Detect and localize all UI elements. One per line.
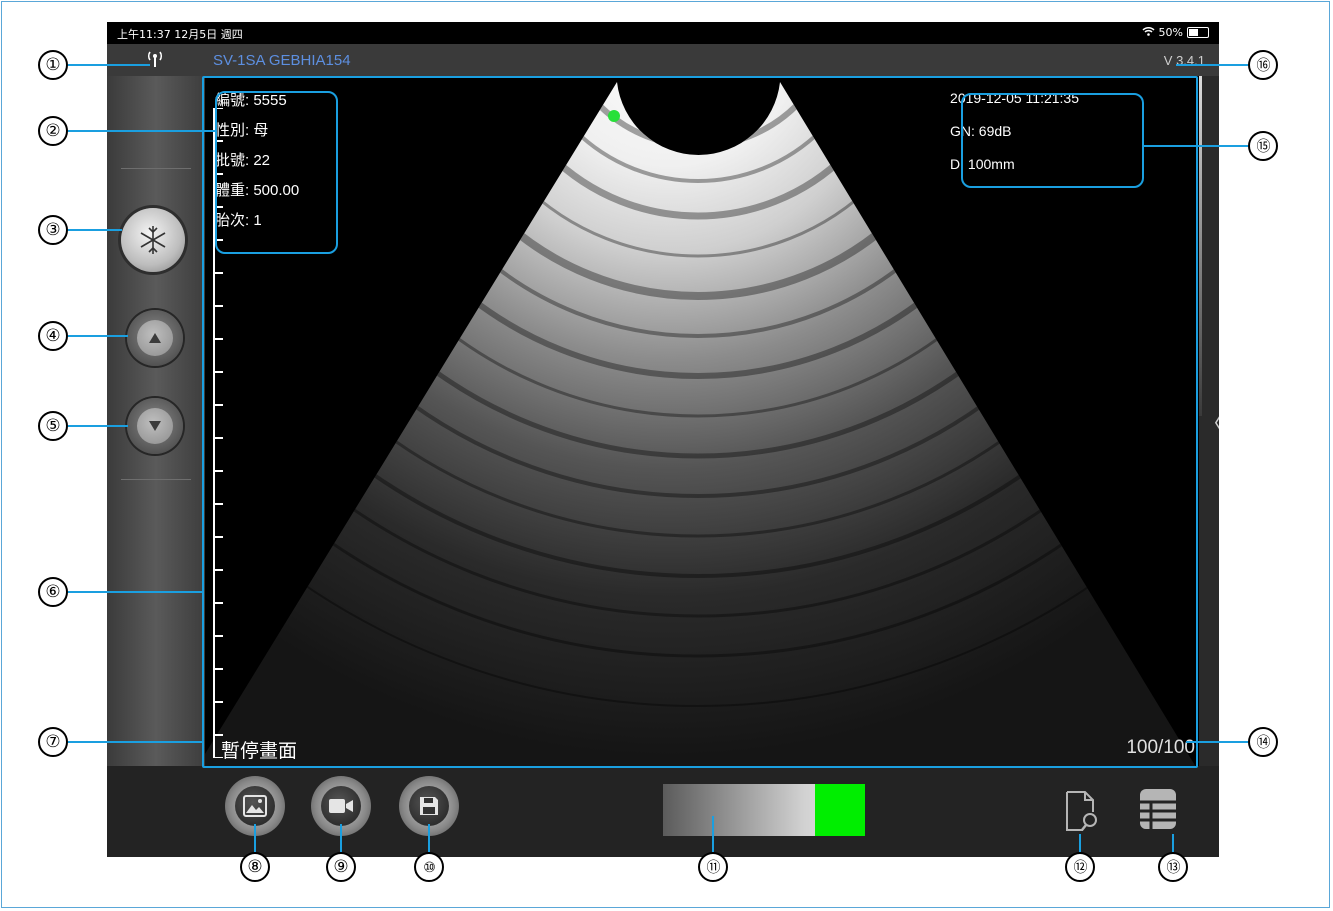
chevron-left-icon[interactable]: 〈: [1202, 406, 1219, 438]
table-icon[interactable]: [1139, 788, 1177, 830]
patient-weight: 體重: 500.00: [215, 182, 300, 199]
right-edge-panel: 〈: [1199, 76, 1219, 766]
gray-scale-bar: [663, 784, 865, 836]
callout-11: ⑪: [698, 852, 728, 882]
paused-label: 暫停畫面: [221, 740, 298, 762]
battery-percent: 50%: [1158, 26, 1183, 39]
image-icon: [243, 795, 267, 817]
callout-3: ③: [38, 215, 68, 245]
leader-line: [68, 64, 150, 66]
scroll-indicator: [1199, 76, 1202, 416]
leader-line: [68, 229, 122, 231]
device-name[interactable]: SV-1SA GEBHIA154: [213, 52, 351, 69]
callout-14: ⑭: [1248, 727, 1278, 757]
file-search-icon[interactable]: [1065, 790, 1099, 832]
callout-16: ⑯: [1248, 50, 1278, 80]
photo-gallery-button[interactable]: [225, 776, 285, 836]
patient-sex: 性別: 母: [215, 122, 269, 139]
divider: [121, 479, 191, 480]
triangle-down-icon: [149, 421, 161, 431]
patient-info: 編號: 5555 性別: 母 批號: 22 體重: 500.00 胎次: 1: [215, 86, 299, 236]
save-icon: [420, 797, 438, 815]
wifi-icon: [1142, 26, 1155, 39]
depth-ruler: [213, 108, 223, 758]
app-screen: 上午11:37 12月5日 週四 50% SV-1SA GEBHIA154 V …: [107, 22, 1219, 857]
divider: [121, 168, 191, 169]
leader-line: [68, 335, 128, 337]
callout-10: ⑩: [414, 852, 444, 882]
title-bar: SV-1SA GEBHIA154 V 3.4.1: [107, 44, 1219, 76]
patient-id: 編號: 5555: [215, 92, 287, 109]
leader-line: [1144, 145, 1248, 147]
freeze-button[interactable]: [121, 208, 185, 272]
snowflake-icon: [140, 226, 166, 254]
probe-orientation-dot: [608, 110, 620, 122]
video-icon: [329, 799, 353, 813]
leader-line: [254, 824, 256, 852]
leader-line: [340, 824, 342, 852]
callout-1: ①: [38, 50, 68, 80]
leader-line: [68, 130, 216, 132]
ultrasound-image-area[interactable]: 編號: 5555 性別: 母 批號: 22 體重: 500.00 胎次: 1 2…: [205, 76, 1199, 766]
triangle-up-icon: [149, 333, 161, 343]
callout-13: ⑬: [1158, 852, 1188, 882]
ultrasound-sector-image: [205, 82, 1199, 766]
leader-line: [1079, 834, 1081, 852]
scan-depth: D: 100mm: [950, 156, 1015, 172]
leader-line: [1186, 741, 1248, 743]
gain-up-button[interactable]: [127, 310, 183, 366]
status-bar: 上午11:37 12月5日 週四 50%: [107, 22, 1219, 44]
bottom-toolbar: [107, 766, 1219, 857]
battery-icon: [1187, 27, 1209, 38]
leader-line: [712, 816, 714, 852]
save-button[interactable]: [399, 776, 459, 836]
callout-4: ④: [38, 321, 68, 351]
antenna-icon: [147, 51, 163, 67]
image-area-highlight: [202, 76, 1198, 768]
frame-counter: 100/100: [1126, 737, 1195, 758]
callout-5: ⑤: [38, 411, 68, 441]
leader-line: [1172, 834, 1174, 852]
callout-12: ⑫: [1065, 852, 1095, 882]
callout-7: ⑦: [38, 727, 68, 757]
status-time-date: 上午11:37 12月5日 週四: [117, 28, 243, 41]
patient-info-highlight: [215, 91, 338, 254]
scan-info-highlight: [961, 93, 1144, 188]
callout-8: ⑧: [240, 852, 270, 882]
gain-indicator: [815, 784, 865, 836]
patient-batch: 批號: 22: [215, 152, 271, 169]
leader-line: [428, 824, 430, 852]
scan-gain: GN: 69dB: [950, 123, 1012, 139]
leader-line: [1176, 64, 1248, 66]
leader-line: [68, 591, 202, 593]
gain-down-button[interactable]: [127, 398, 183, 454]
callout-9: ⑨: [326, 852, 356, 882]
callout-6: ⑥: [38, 577, 68, 607]
callout-15: ⑮: [1248, 131, 1278, 161]
left-control-panel: [107, 76, 205, 766]
leader-line: [68, 741, 202, 743]
callout-2: ②: [38, 116, 68, 146]
patient-parity: 胎次: 1: [215, 212, 262, 229]
leader-line: [68, 425, 128, 427]
